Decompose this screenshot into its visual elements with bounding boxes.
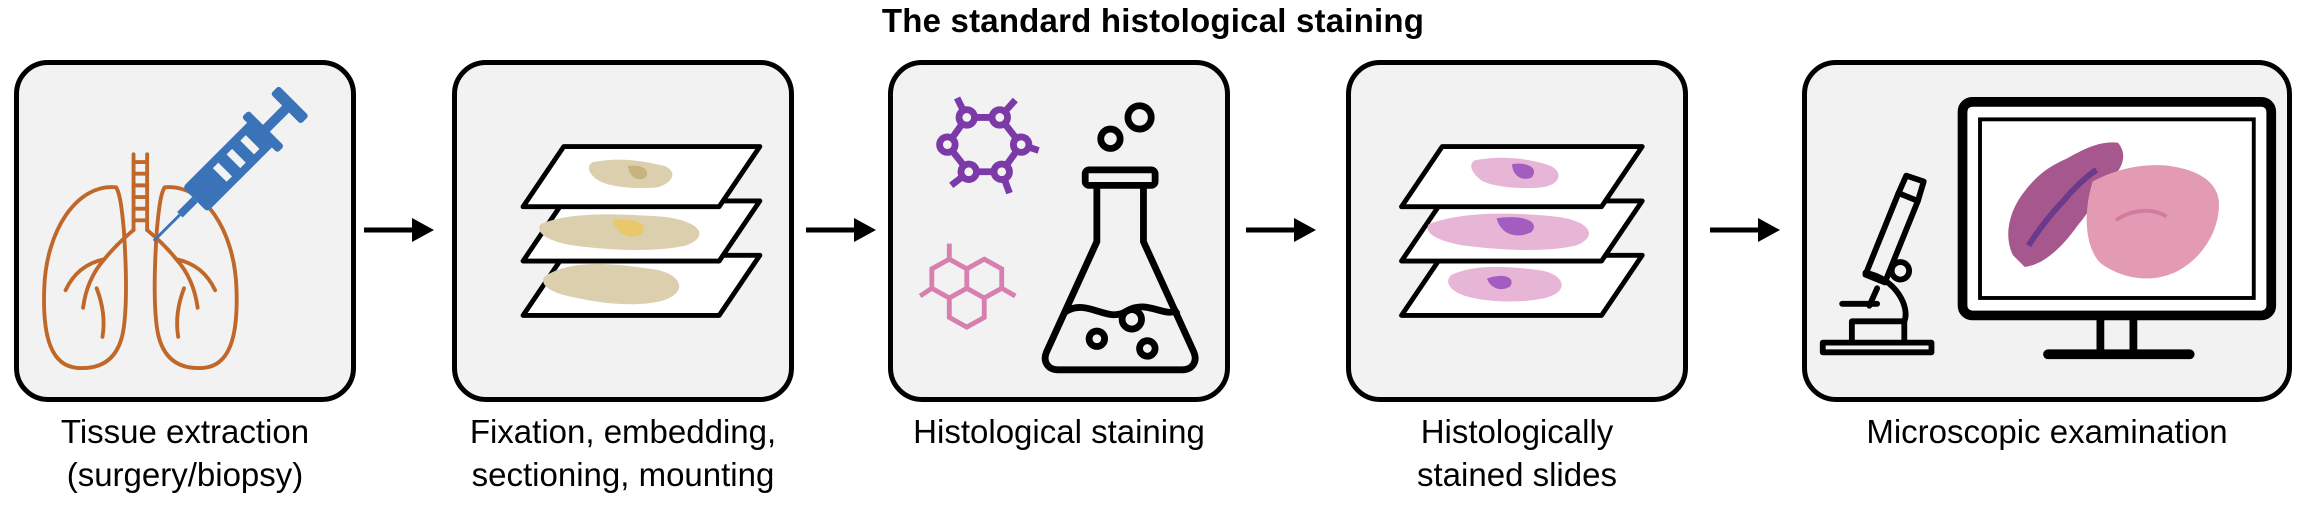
staining-illustration <box>918 96 1199 374</box>
stage-staining-box <box>888 60 1230 402</box>
arrow-right-icon <box>1246 218 1316 242</box>
stage-label-line: Tissue extraction <box>60 413 310 450</box>
stage-label-line: (surgery/biopsy) <box>66 456 304 493</box>
stage-stained-slides-label: Histologically stained slides <box>1316 410 1718 496</box>
stage-tissue-extraction-box <box>14 60 356 402</box>
tissue-slides-icon <box>520 144 763 318</box>
stage-label-line: Fixation, embedding, <box>469 413 777 450</box>
stained-slides-icon <box>1399 144 1645 318</box>
syringe-icon <box>152 86 308 242</box>
small-molecule-icon <box>918 243 1017 330</box>
stage-microscopic-examination-label: Microscopic examination <box>1802 410 2292 453</box>
diagram-title: The standard histological staining <box>881 2 1425 39</box>
stage-label-line: Histological staining <box>913 413 1205 450</box>
stage-fixation-box <box>452 60 794 402</box>
stage-label-line: sectioning, mounting <box>471 456 775 493</box>
arrow-right-icon <box>364 218 434 242</box>
lungs-icon <box>42 152 239 370</box>
stage-staining-label: Histological staining <box>858 410 1260 453</box>
microscope-monitor-illustration <box>1819 97 2277 360</box>
arrow-right-icon <box>806 218 876 242</box>
stage-microscopic-examination-box <box>1802 60 2292 402</box>
microscope-icon <box>1819 172 1935 356</box>
molecule-icon <box>936 96 1040 195</box>
stage-tissue-extraction-label: Tissue extraction (surgery/biopsy) <box>14 410 356 496</box>
stage-fixation-label: Fixation, embedding, sectioning, mountin… <box>422 410 824 496</box>
lungs-syringe-illustration <box>42 86 308 370</box>
stage-label-line: stained slides <box>1417 456 1617 493</box>
arrow-right-icon <box>1710 218 1780 242</box>
monitor-icon <box>1957 97 2277 360</box>
stage-label-line: Microscopic examination <box>1866 413 2228 450</box>
stage-stained-slides-box <box>1346 60 1688 402</box>
stage-label-line: Histologically <box>1420 413 1614 450</box>
flask-icon <box>1041 102 1199 374</box>
